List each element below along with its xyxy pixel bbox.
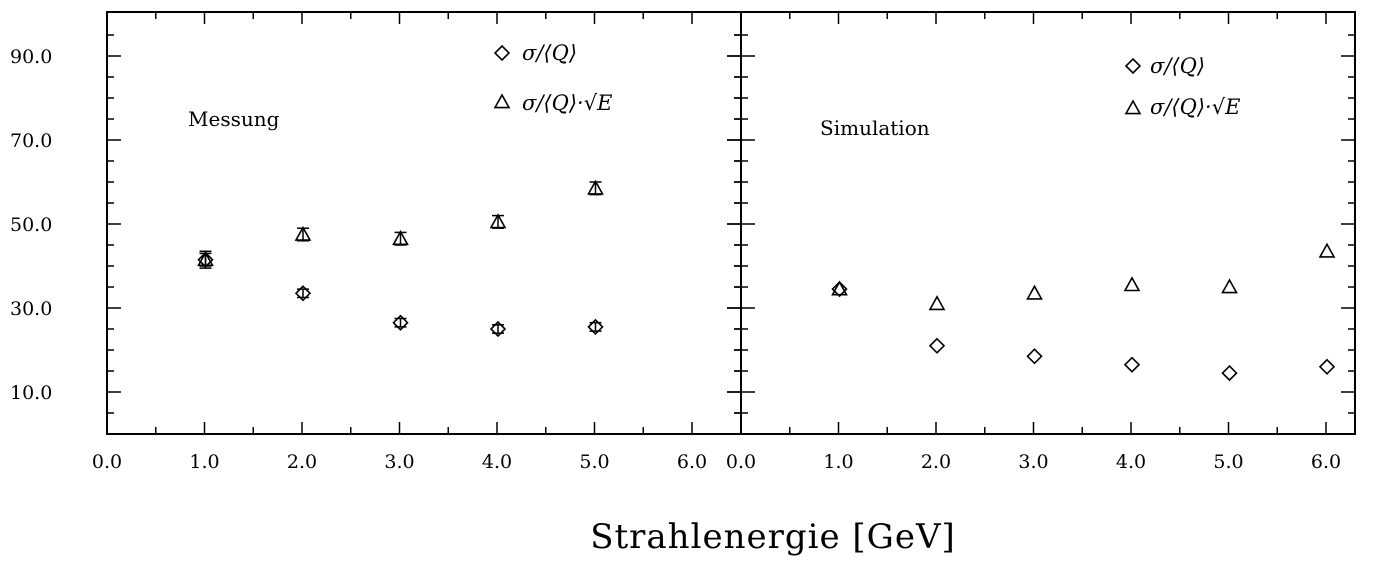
legend-diamond-marker (493, 44, 511, 62)
triangle-point (392, 230, 409, 246)
diamond-point (1123, 356, 1141, 373)
legend-messung: σ/⟨Q⟩ σ/⟨Q⟩·√E (493, 41, 612, 115)
triangle-point (489, 213, 507, 229)
triangle-point (587, 179, 604, 195)
legend-diamond-icon-simulation (1124, 57, 1142, 75)
legend-label-triangle-simulation: σ/⟨Q⟩·√E (1150, 95, 1240, 119)
triangle-point (831, 280, 848, 296)
diamond-point (587, 318, 604, 336)
triangle-point (1221, 278, 1238, 294)
diamond-point (1026, 348, 1043, 365)
y-tick-label: 30.0 (10, 298, 52, 320)
x-tick-label: 6.0 (1311, 451, 1341, 473)
legend-label-triangle-messung: σ/⟨Q⟩·√E (522, 91, 612, 115)
axis-ticks-simulation (727, 12, 1355, 434)
triangle-point (1123, 276, 1141, 292)
x-tick-label: 4.0 (482, 451, 512, 473)
x-axis-label: Strahlenergie [GeV] (590, 517, 956, 557)
legend-diamond-icon-messung (493, 44, 511, 62)
legend-simulation: σ/⟨Q⟩ σ/⟨Q⟩·√E (1124, 54, 1240, 119)
y-tick-labels-messung: 10.0 30.0 50.0 70.0 90.0 (10, 46, 52, 404)
x-tick-label: 2.0 (287, 451, 317, 473)
x-tick-labels-messung: 0.0 1.0 2.0 3.0 4.0 5.0 6.0 (92, 451, 707, 473)
y-tick-label: 70.0 (10, 130, 52, 152)
x-tick-label: 1.0 (823, 451, 853, 473)
x-tick-label: 5.0 (579, 451, 609, 473)
panel-label-messung: Messung (188, 107, 280, 131)
plot-frame-messung (106, 11, 742, 435)
triangle-point (1318, 242, 1336, 258)
x-tick-label: 5.0 (1213, 451, 1243, 473)
triangle-point (197, 251, 214, 267)
x-tick-label: 3.0 (1018, 451, 1048, 473)
y-tick-label: 90.0 (10, 46, 52, 68)
diamond-point (928, 337, 946, 354)
legend-label-diamond-simulation: σ/⟨Q⟩ (1150, 54, 1205, 78)
y-tick-label: 50.0 (10, 214, 52, 236)
axis-ticks-messung (107, 12, 741, 434)
panel-messung: 0.0 1.0 2.0 3.0 4.0 5.0 6.0 10.0 30.0 50.0 70.0 90… (10, 11, 742, 473)
x-tick-label: 4.0 (1116, 451, 1146, 473)
legend-diamond-marker (1124, 57, 1142, 75)
x-tick-label: 1.0 (189, 451, 219, 473)
diamond-point (294, 285, 312, 302)
data-points-messung (197, 179, 604, 338)
x-tick-label: 0.0 (92, 451, 122, 473)
diamond-point (1318, 358, 1336, 375)
panel-label-simulation: Simulation (820, 116, 930, 140)
triangle-point (294, 225, 312, 241)
triangle-point (1026, 284, 1043, 300)
x-tick-label: 2.0 (921, 451, 951, 473)
legend-triangle-marker (1124, 99, 1142, 115)
data-points-simulation (831, 242, 1336, 382)
plot-frame-simulation (740, 11, 1356, 435)
x-tick-label: 3.0 (384, 451, 414, 473)
diamond-point (1221, 364, 1238, 382)
legend-triangle-icon-messung (493, 93, 511, 109)
legend-label-diamond-messung: σ/⟨Q⟩ (522, 41, 577, 65)
y-tick-label: 10.0 (10, 382, 52, 404)
diamond-point (831, 280, 848, 298)
panel-simulation: 0.0 1.0 2.0 3.0 4.0 5.0 6.0 Simulation σ/⟨Q⟩ σ… (726, 11, 1356, 473)
legend-triangle-icon-simulation (1124, 99, 1142, 115)
x-tick-label: 0.0 (726, 451, 756, 473)
diamond-point (489, 320, 507, 338)
diamond-point (392, 314, 409, 331)
x-tick-label: 6.0 (677, 451, 707, 473)
triangle-point (928, 295, 946, 311)
x-tick-labels-simulation: 0.0 1.0 2.0 3.0 4.0 5.0 6.0 (726, 451, 1341, 473)
legend-triangle-marker (493, 93, 511, 109)
